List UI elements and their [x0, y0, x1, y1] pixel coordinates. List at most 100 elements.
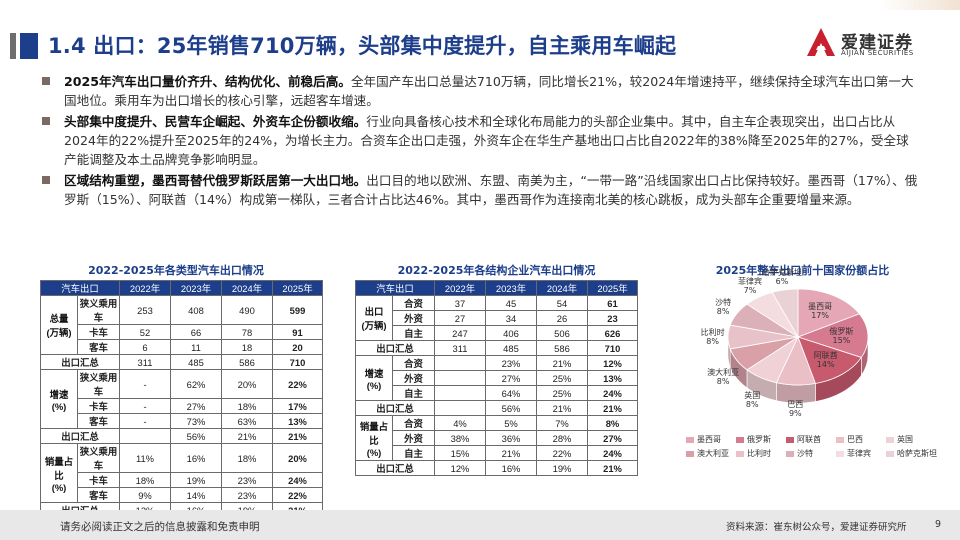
company-logo: 爱建证券 AIJIAN SECURITIES	[805, 26, 945, 60]
table-row: 自主 15% 21% 22% 24%	[356, 445, 638, 461]
table-cell	[434, 370, 486, 386]
table-row: 外资 38% 36% 28% 27%	[356, 430, 638, 446]
table-row: 销量占比 (%) 合资 4% 5% 7% 8%	[355, 415, 638, 461]
logo-chinese-name: 爱建证券	[841, 33, 913, 53]
pie-label-英国: 英国 8%	[732, 391, 772, 409]
summary-cell	[434, 400, 486, 416]
table-group-label: 出口 (万辆)	[355, 295, 393, 341]
legend-label: 阿联酋	[797, 435, 821, 444]
table-cell: 19%	[170, 472, 222, 488]
summary-cell: 56%	[485, 400, 537, 416]
table-row: 总量 (万辆) 狭义乘用车 253 408 490 599	[40, 295, 323, 355]
legend-label: 巴西	[847, 435, 863, 444]
table-cell: 18	[221, 339, 273, 355]
table-cell: -	[119, 369, 171, 399]
table-row: 客车 6 11 18 20	[41, 339, 323, 355]
legend-swatch	[836, 450, 844, 457]
table-row: 卡车 -27% 18% 17%	[41, 398, 323, 414]
pie-label-巴西: 巴西 9%	[775, 400, 815, 418]
table-cell: 22%	[272, 487, 323, 503]
legend-swatch	[886, 450, 894, 457]
table-cell: 25%	[536, 370, 588, 386]
table-row: 出口 (万辆) 合资 37 45 54 61	[355, 295, 638, 341]
table-row-label: 卡车	[77, 398, 120, 414]
pie-label-percent: 17%	[811, 311, 829, 321]
pie-label-name: 比利时	[700, 328, 725, 337]
table-row-label: 合资	[392, 415, 435, 431]
table-cell: 18%	[221, 398, 273, 414]
table-cell: 7%	[536, 415, 588, 431]
table-row-label: 自主	[392, 385, 435, 401]
table-header-cell: 2023年	[170, 280, 222, 296]
pie-label-菲律宾: 菲律宾 7%	[730, 277, 770, 295]
logo-english-name: AIJIAN SECURITIES	[841, 49, 914, 57]
table-cell: 5%	[485, 415, 537, 431]
pie-label-name: 澳大利亚	[707, 368, 740, 378]
pie-label-name: 英国	[744, 390, 761, 400]
table-cell: 23%	[221, 487, 273, 503]
legend-label: 英国	[897, 435, 913, 444]
table-row-label: 狭义乘用车	[77, 443, 120, 473]
table-cell: 61	[587, 295, 638, 311]
summary-label: 出口汇总	[355, 340, 435, 356]
table-row-label: 自主	[392, 325, 435, 341]
table-cell	[434, 355, 486, 371]
table-row-label: 狭义乘用车	[77, 295, 120, 325]
table-cell: 63%	[221, 413, 273, 429]
bullet-heading: 区域结构重塑，墨西哥替代俄罗斯跃居第一大出口地。	[64, 173, 367, 188]
table-cell: 13%	[272, 413, 323, 429]
legend-item-澳大利亚: 澳大利亚	[686, 448, 729, 459]
table-cell: 26	[536, 310, 588, 326]
pie-label-percent: 9%	[788, 409, 802, 419]
table-cell: 406	[485, 325, 537, 341]
pie-label-name: 菲律宾	[737, 277, 762, 287]
summary-cell: 311	[119, 354, 171, 370]
title-marker-blue	[20, 33, 38, 59]
summary-cell: 710	[587, 340, 638, 356]
table-cell: 38%	[434, 430, 486, 446]
table-cell: 22%	[272, 369, 323, 399]
table-row: 客车 -73% 63% 13%	[41, 413, 323, 429]
pie-slice-阿联酋	[797, 336, 862, 384]
table-cell: 21%	[485, 445, 537, 461]
pie-label-name: 巴西	[787, 400, 804, 410]
pie-label-percent: 6%	[775, 276, 789, 286]
table-group-label: 销量占比 (%)	[355, 415, 393, 461]
legend-item-比利时: 比利时	[736, 448, 771, 459]
pie-label-沙特: 沙特 8%	[703, 298, 743, 316]
table-cell: 17%	[272, 398, 323, 414]
table-header-cell: 2024年	[221, 280, 273, 296]
table-group-label: 总量 (万辆)	[40, 295, 78, 355]
table-cell: 18%	[221, 443, 273, 473]
legend-swatch	[736, 436, 744, 443]
page-number: 9	[935, 519, 942, 530]
table-cell: 24%	[272, 472, 323, 488]
pie-label-name: 俄罗斯	[829, 327, 854, 337]
summary-cell: 21%	[536, 400, 588, 416]
table-cell: 626	[587, 325, 638, 341]
table-row-label: 卡车	[77, 324, 120, 340]
table-header-cell: 2024年	[536, 280, 588, 296]
table-cell: 23%	[485, 355, 537, 371]
legend-label: 墨西哥	[697, 435, 721, 444]
summary-cell: 21%	[272, 428, 323, 444]
table-header-cell: 2022年	[119, 280, 171, 296]
table-row-label: 卡车	[77, 472, 120, 488]
table-cell: 6	[119, 339, 171, 355]
bullet-item-concentration: 头部集中度提升、民营车企崛起、外资车企份额收缩。行业向具备核心技术和全球化布局能…	[40, 112, 920, 169]
table-cell: 22%	[536, 445, 588, 461]
table-header-cell: 2025年	[587, 280, 638, 296]
summary-label: 出口汇总	[40, 428, 120, 444]
table-summary-row: 出口汇总 56% 21% 21%	[40, 428, 323, 444]
table-row-label: 合资	[392, 355, 435, 371]
vehicle-type-export-table: 汽车出口 2022年 2023年 2024年 2025年 总量 (万辆) 狭义乘用车 253 40…	[40, 280, 323, 518]
legend-swatch	[786, 450, 794, 457]
table-header-cell: 汽车出口	[355, 280, 435, 296]
bullet-list: 2025年汽车出口量价齐升、结构优化、前稳后高。全年国产车出口总量达710万辆，…	[40, 72, 920, 211]
table-row-label: 客车	[77, 413, 120, 429]
pie-slice-墨西哥	[797, 288, 860, 338]
summary-cell: 56%	[170, 428, 222, 444]
bullet-text: 行业向具备核心技术和全球化布局能力的头部企业集中。其中，自主车企表现突出，出口占…	[64, 114, 909, 167]
table-cell: 9%	[119, 487, 171, 503]
table-cell: 20%	[221, 369, 273, 399]
